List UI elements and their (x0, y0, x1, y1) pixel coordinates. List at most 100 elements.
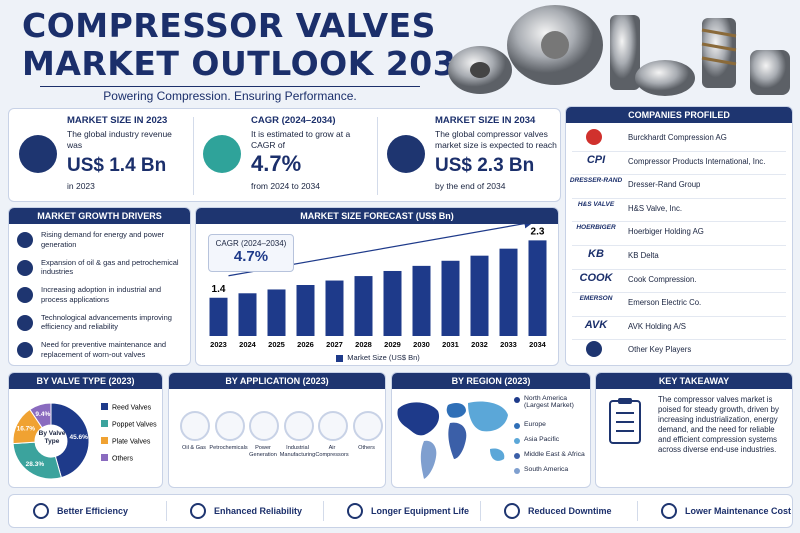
application-icon (180, 411, 210, 441)
company-logo: COOK (579, 271, 613, 284)
x-tick-label: 2023 (210, 340, 227, 349)
divider (572, 268, 786, 270)
divider (193, 117, 194, 195)
divider (480, 501, 481, 521)
stat-note: in 2023 (67, 181, 95, 191)
company-name: Hoerbiger Holding AG (628, 227, 704, 237)
company-name: H&S Valve, Inc. (628, 203, 683, 213)
legend-dot (514, 438, 520, 444)
application-icon (214, 411, 245, 441)
divider (572, 339, 786, 341)
divider (572, 292, 786, 294)
benefits-panel: Better Efficiency Enhanced Reliability Lon… (8, 494, 793, 528)
divider (572, 315, 786, 317)
legend-label: Middle East & Africa (524, 451, 585, 458)
divider (572, 150, 786, 152)
drivers-panel: MARKET GROWTH DRIVERS Rising demand for … (8, 207, 191, 366)
application-icon (352, 411, 383, 441)
forecast-panel: MARKET SIZE FORECAST (US$ Bn) 2023 1.4 202… (195, 207, 559, 366)
x-tick-label: 2027 (326, 340, 343, 349)
legend-label: Others (112, 456, 134, 463)
benefit-icon (33, 503, 49, 519)
application-panel: BY APPLICATION (2023) Oil & Gas Petrochem… (168, 372, 386, 488)
company-logo: DRESSER-RAND (569, 177, 623, 185)
callout-value: 4.7% (233, 248, 269, 265)
application-icon (249, 411, 279, 441)
x-tick-label: 2025 (268, 340, 285, 349)
company-logo: EMERSON (579, 295, 613, 303)
stats-panel: MARKET SIZE IN 2023 The global industry r… (8, 108, 561, 202)
panel-title: COMPANIES PROFILED (566, 107, 792, 123)
divider (572, 221, 786, 223)
legend-swatch (101, 420, 108, 427)
application-label: Air Compressors (315, 445, 349, 458)
cagr-callout: CAGR (2024–2034) 4.7% (208, 234, 294, 272)
clipboard-icon (609, 398, 641, 444)
bar (267, 289, 286, 336)
driver-icon (17, 342, 33, 358)
takeaway-panel: KEY TAKEAWAY The compressor valves marke… (595, 372, 793, 488)
tagline: Powering Compression. Ensuring Performan… (103, 89, 357, 103)
company-icon (586, 341, 602, 358)
divider (637, 501, 638, 521)
driver-icon (17, 287, 33, 303)
application-icon (318, 411, 348, 441)
stat-text: The global industry revenue was (67, 129, 172, 150)
panel-title: BY APPLICATION (2023) (169, 373, 385, 389)
bar (354, 276, 373, 336)
divider (572, 245, 786, 246)
callout-label: CAGR (2024–2034) (215, 239, 287, 248)
legend-label: Poppet Valves (112, 422, 157, 429)
valve-type-panel: BY VALVE TYPE (2023) 45.6% 28.3% 16.7% 9.4%… (8, 372, 163, 488)
legend-item: Europe (514, 421, 590, 436)
legend-label: Asia Pacific (524, 436, 560, 443)
takeaway-text: The compressor valves market is poised f… (658, 395, 779, 454)
legend-dot (514, 453, 520, 459)
driver-icon (17, 232, 33, 248)
legend-label: North America (524, 395, 568, 402)
bar (383, 270, 402, 336)
legend-swatch (336, 354, 344, 362)
x-tick-label: 2029 (384, 340, 401, 349)
bar (499, 248, 518, 336)
benefit-label: Reduced Downtime (528, 506, 612, 516)
company-name: Other Key Players (628, 345, 692, 355)
stat-value: US$ 1.4 Bn (67, 155, 167, 176)
company-logo: AVK (584, 318, 608, 331)
stat-label: MARKET SIZE IN 2034 (435, 115, 536, 126)
driver-text: Need for preventive maintenance and repl… (41, 340, 167, 359)
region-legend: North America (Largest Market) Europe Asia … (514, 395, 590, 481)
legend-label: South America (524, 466, 569, 473)
company-logo: KB (588, 248, 604, 260)
benefit-label: Better Efficiency (57, 506, 129, 516)
legend: Market Size (US$ Bn) (196, 353, 558, 362)
company-icon (586, 129, 602, 145)
company-name: AVK Holding A/S (628, 321, 686, 331)
bar (209, 297, 228, 336)
donut-chart: 45.6% 28.3% 16.7% 9.4% Reed Valves Poppet Val… (12, 402, 157, 480)
panel-title: MARKET SIZE FORECAST (US$ Bn) (196, 208, 558, 224)
benefit-icon (661, 503, 677, 519)
donut-hole (35, 425, 67, 457)
divider (166, 501, 167, 521)
legend-dot (514, 423, 520, 429)
data-label: 9.4% (35, 411, 50, 418)
data-label: 16.7% (17, 426, 36, 433)
legend-dot (514, 468, 520, 474)
region-panel: BY REGION (2023) North America (Largest M… (391, 372, 591, 488)
stat-icon (387, 135, 425, 173)
legend-label: Plate Valves (112, 439, 151, 446)
driver-text: Rising demand for energy and power gener… (41, 230, 164, 249)
title: MARKET OUTLOOK 2034 (22, 44, 480, 83)
data-label: 45.6% (70, 434, 89, 441)
benefit-label: Enhanced Reliability (214, 506, 303, 516)
data-label: 1.4 (212, 284, 226, 295)
application-icon (283, 411, 314, 441)
benefit-label: Longer Equipment Life (371, 506, 469, 516)
bar (296, 285, 315, 336)
application-label: Power Generation (249, 445, 277, 458)
donut-center-label: By Valve Type (38, 430, 66, 445)
legend-item: Middle East & Africa (514, 451, 590, 466)
x-tick-label: 2031 (442, 340, 459, 349)
